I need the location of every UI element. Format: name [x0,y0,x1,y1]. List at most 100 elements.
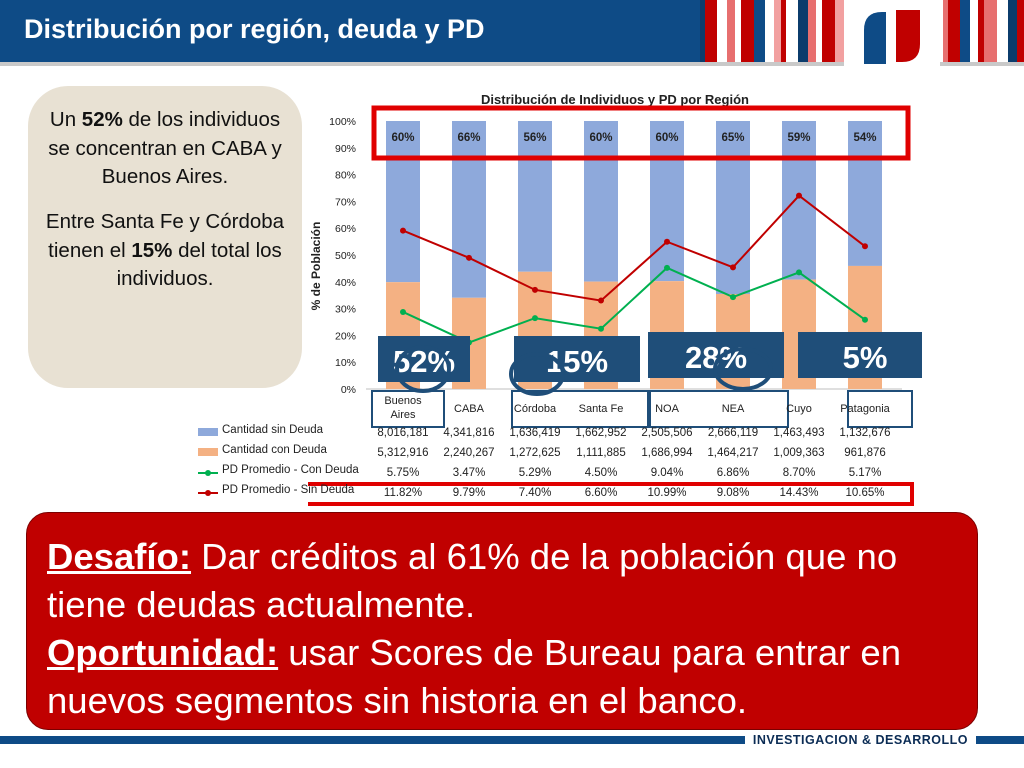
table-cell: 11.82% [384,487,422,499]
table-cell: 3.47% [453,467,486,479]
table-cell: 7.40% [519,487,552,499]
category-label: Córdoba [514,403,557,415]
category-label: CABA [454,403,485,415]
bar-top-label: 60% [391,132,414,144]
category-group-box [847,390,913,428]
bar-sin-deuda [518,121,552,272]
footer-band [0,736,1024,744]
table-cell: 2,240,267 [443,447,494,459]
category-label: Patagonia [840,403,890,415]
table-cell: 4,341,816 [443,427,494,439]
pd-sin-deuda-line [402,194,866,302]
pd-sin-deuda-point [532,286,538,293]
pd-sin-deuda-point [796,192,802,199]
y-tick-label: 50% [335,250,356,262]
pd-con-deuda-point [730,294,736,301]
pd-sin-deuda-point [400,227,406,234]
callout-box [378,336,470,382]
table-cell: 1,111,885 [576,447,625,459]
header-rule [0,62,1024,66]
summary-note: Un 52% de los individuos se concentran e… [28,86,302,388]
callout-value: 52% [393,344,455,379]
category-label: Santa Fe [579,403,624,415]
challenge-keyword: Desafío: [47,536,192,577]
note-text: Un [49,108,82,131]
y-tick-label: 90% [335,143,356,155]
callout-value: 5% [843,340,888,375]
table-cell: 5.17% [849,467,882,479]
chart-title: Distribución de Individuos y PD por Regi… [481,92,749,107]
bar-top-label: 56% [523,132,546,144]
table-cell: 14.43% [779,487,818,499]
table-cell: 10.65% [845,487,884,499]
table-cell: 1,636,419 [509,427,560,439]
table-cell: 1,686,994 [641,447,693,459]
table-cell: 9.08% [717,487,750,499]
bar-sin-deuda [452,121,486,298]
table-cell: 8.70% [783,467,816,479]
table-cell: 9.79% [453,487,486,499]
bar-top-label: 54% [853,132,876,144]
legend-label: PD Promedio - Con Deuda [222,464,359,476]
bar-sin-deuda [650,121,684,282]
note-paragraph-1: Un 52% de los individuos se concentran e… [28,106,302,192]
y-tick-label: 80% [335,170,356,182]
challenge-box: Desafío: Dar créditos al 61% de la pobla… [26,512,978,730]
category-label: NOA [655,403,680,415]
y-tick-label: 70% [335,196,356,208]
bar-top-label: 66% [457,132,480,144]
table-cell: 6.60% [585,487,618,499]
bar-sin-deuda [584,121,618,282]
table-cell: 1,272,625 [509,447,560,459]
table-cell: 2,505,506 [641,427,692,439]
note-highlight: 52% [81,108,123,131]
legend-swatch [198,448,218,456]
bar-sin-deuda [782,121,816,280]
category-group-box [649,390,789,428]
y-axis-label: % de Población [309,222,323,311]
legend-label: Cantidad con Deuda [222,444,327,456]
y-tick-label: 10% [335,357,356,369]
table-cell: 1,463,493 [773,427,824,439]
y-tick-label: 30% [335,304,356,316]
company-logo [864,10,920,64]
y-tick-label: 100% [329,116,356,128]
table-cell: 1,464,217 [707,447,758,459]
table-legend: Cantidad sin Deuda Cantidad con Deuda PD P… [180,424,370,515]
legend-swatch [198,428,218,436]
callout-ring [713,347,773,391]
callout-ring [509,352,565,396]
table-cell: 4.50% [585,467,618,479]
table-cell: 8,016,181 [377,427,428,439]
challenge-statement: Dar créditos al 61% de la población que … [47,536,898,625]
legend-swatch [198,490,218,496]
category-group-box [371,390,445,428]
bar-top-label: 60% [589,132,612,144]
table-cell: 5,312,916 [377,447,428,459]
opportunity-statement: usar Scores de Bureau para entrar en nue… [47,632,902,721]
table-cell: 6.86% [717,467,750,479]
category-label: Buenos [384,395,422,407]
category-group-box [511,390,649,428]
legend-label: PD Promedio - Sin Deuda [222,484,355,496]
table-cell: 5.29% [519,467,552,479]
note-text: Entre Santa Fe y Córdoba tienen el [45,210,285,262]
category-label: Aires [390,409,416,421]
table-cell: 1,662,952 [575,427,626,439]
y-tick-label: 40% [335,277,356,289]
chart-panel: Distribución de Individuos y PD por Regi… [308,86,922,508]
bar-sin-deuda [386,121,420,283]
note-paragraph-2: Entre Santa Fe y Córdoba tienen el 15% d… [28,208,302,294]
pd-sin-deuda-point [862,243,868,250]
table-cell: 2,666,119 [708,427,758,439]
category-label: Cuyo [786,403,812,415]
y-tick-label: 20% [335,330,356,342]
bar-top-label: 60% [655,132,678,144]
legend-swatch [198,470,218,476]
bar-sin-deuda [848,121,882,266]
pd-con-deuda-point [532,315,538,322]
pd-sin-deuda-point [466,254,472,261]
top-labels-highlight [371,105,911,161]
category-label: NEA [722,403,745,415]
pd-con-deuda-point [796,269,802,276]
